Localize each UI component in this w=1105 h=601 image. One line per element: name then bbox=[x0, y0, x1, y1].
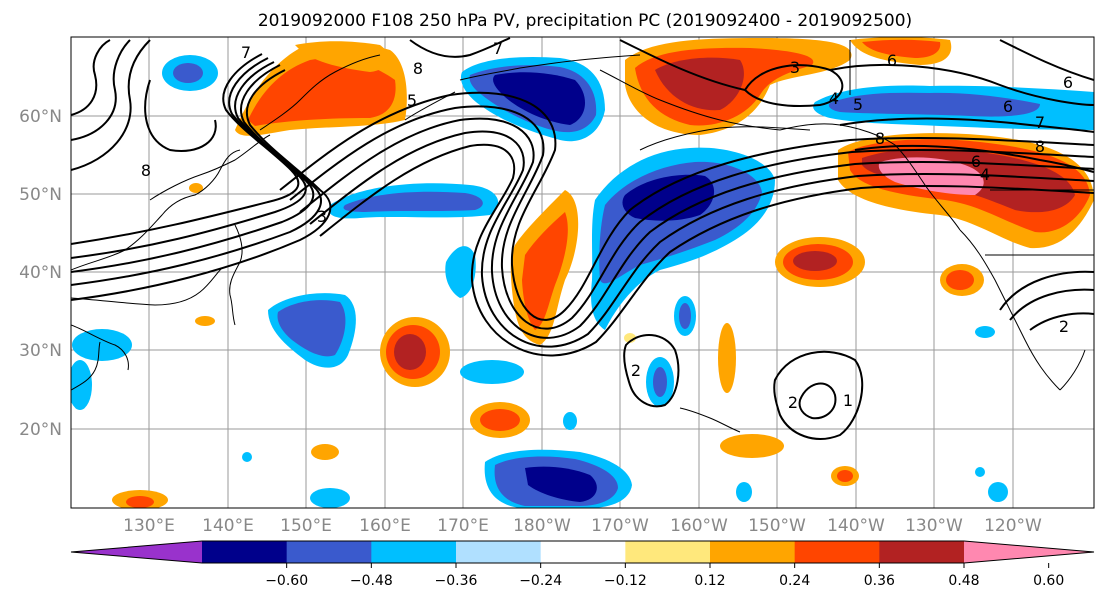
contour-label: 8 bbox=[1035, 137, 1045, 156]
lon-label: 150°E bbox=[280, 516, 332, 536]
contour-label: 2 bbox=[788, 393, 798, 412]
pv-contours bbox=[71, 37, 1094, 440]
colorbar-tick-label: 0.48 bbox=[948, 573, 979, 589]
lon-label: 150°W bbox=[748, 516, 806, 536]
coastlines bbox=[71, 40, 1094, 433]
contour-label: 6 bbox=[887, 51, 897, 70]
colorbar-extend-high bbox=[964, 541, 1094, 563]
lon-label: 140°W bbox=[827, 516, 885, 536]
colorbar-segment bbox=[202, 541, 288, 563]
map-panel: 7 8 7 8 6 8 5 3 6 4 5 6 7 8 6 4 3 2 1 2 bbox=[70, 36, 1095, 509]
contour-label: 8 bbox=[875, 129, 885, 148]
colorbar-extend-low bbox=[71, 541, 202, 563]
colorbar-outline bbox=[70, 540, 1095, 564]
lon-label: 120°W bbox=[984, 516, 1042, 536]
contour-label: 6 bbox=[971, 152, 981, 171]
contour-label: 7 bbox=[241, 43, 251, 62]
colorbar-tick-label: −0.48 bbox=[350, 573, 393, 589]
contour-label: 2 bbox=[1059, 317, 1069, 336]
contour-labels: 7 8 7 8 6 8 5 3 6 4 5 6 7 8 6 4 3 2 1 2 bbox=[141, 39, 1073, 412]
contour-label: 8 bbox=[141, 161, 151, 180]
longitude-labels: 130°E 140°E 150°E 160°E 170°E 180°W 170°… bbox=[123, 516, 1042, 536]
lon-label: 170°E bbox=[437, 516, 489, 536]
contour-label: 6 bbox=[1003, 97, 1013, 116]
colorbar-tick-label: 0.12 bbox=[694, 573, 725, 589]
lon-label: 160°E bbox=[359, 516, 411, 536]
contour-label: 3 bbox=[317, 207, 327, 226]
precip-shading bbox=[71, 37, 1094, 508]
contour-label: 8 bbox=[413, 59, 423, 78]
colorbar: −0.60 −0.48 −0.36 −0.24 −0.12 0.12 0.24 0.36 0.4… bbox=[70, 540, 1095, 589]
contour-label: 1 bbox=[843, 391, 853, 410]
contour-label: 6 bbox=[1063, 73, 1073, 92]
lat-label-30n: 30°N bbox=[19, 341, 62, 361]
colorbar-segment bbox=[625, 541, 711, 563]
colorbar-segment bbox=[371, 541, 457, 563]
lon-label: 170°W bbox=[591, 516, 649, 536]
colorbar-tick-label: −0.36 bbox=[435, 573, 478, 589]
colorbar-tick-label: −0.12 bbox=[604, 573, 647, 589]
contour-label: 5 bbox=[407, 91, 417, 110]
lat-label-50n: 50°N bbox=[19, 185, 62, 205]
latitude-labels: 60°N 50°N 40°N 30°N 20°N bbox=[19, 107, 62, 440]
colorbar-segment bbox=[540, 541, 626, 563]
contour-label: 4 bbox=[829, 89, 839, 108]
lon-label: 130°E bbox=[123, 516, 175, 536]
lon-label: 180°W bbox=[513, 516, 571, 536]
lon-label: 160°W bbox=[670, 516, 728, 536]
contour-label: 7 bbox=[493, 39, 503, 58]
colorbar-tick-label: 0.24 bbox=[779, 573, 810, 589]
lon-label: 140°E bbox=[202, 516, 254, 536]
colorbar-segment bbox=[286, 541, 372, 563]
colorbar-segments bbox=[71, 541, 1094, 563]
figure-title: 2019092000 F108 250 hPa PV, precipitatio… bbox=[258, 11, 912, 31]
colorbar-segment bbox=[710, 541, 796, 563]
colorbar-segment bbox=[794, 541, 880, 563]
colorbar-tick-label: 0.60 bbox=[1033, 573, 1064, 589]
contour-label: 2 bbox=[631, 361, 641, 380]
lat-label-60n: 60°N bbox=[19, 107, 62, 127]
contour-label: 5 bbox=[853, 95, 863, 114]
colorbar-ticks: −0.60 −0.48 −0.36 −0.24 −0.12 0.12 0.24 0.36 0.4… bbox=[265, 563, 1064, 589]
colorbar-segment bbox=[456, 541, 542, 563]
contour-label: 4 bbox=[980, 165, 990, 184]
colorbar-tick-label: −0.24 bbox=[519, 573, 562, 589]
contour-label: 7 bbox=[1035, 113, 1045, 132]
lat-label-40n: 40°N bbox=[19, 263, 62, 283]
colorbar-tick-label: −0.60 bbox=[265, 573, 308, 589]
lon-label: 130°W bbox=[905, 516, 963, 536]
map-frame bbox=[70, 36, 1095, 509]
contour-label: 3 bbox=[790, 58, 800, 77]
lat-label-20n: 20°N bbox=[19, 420, 62, 440]
colorbar-segment bbox=[879, 541, 965, 563]
colorbar-tick-label: 0.36 bbox=[864, 573, 895, 589]
